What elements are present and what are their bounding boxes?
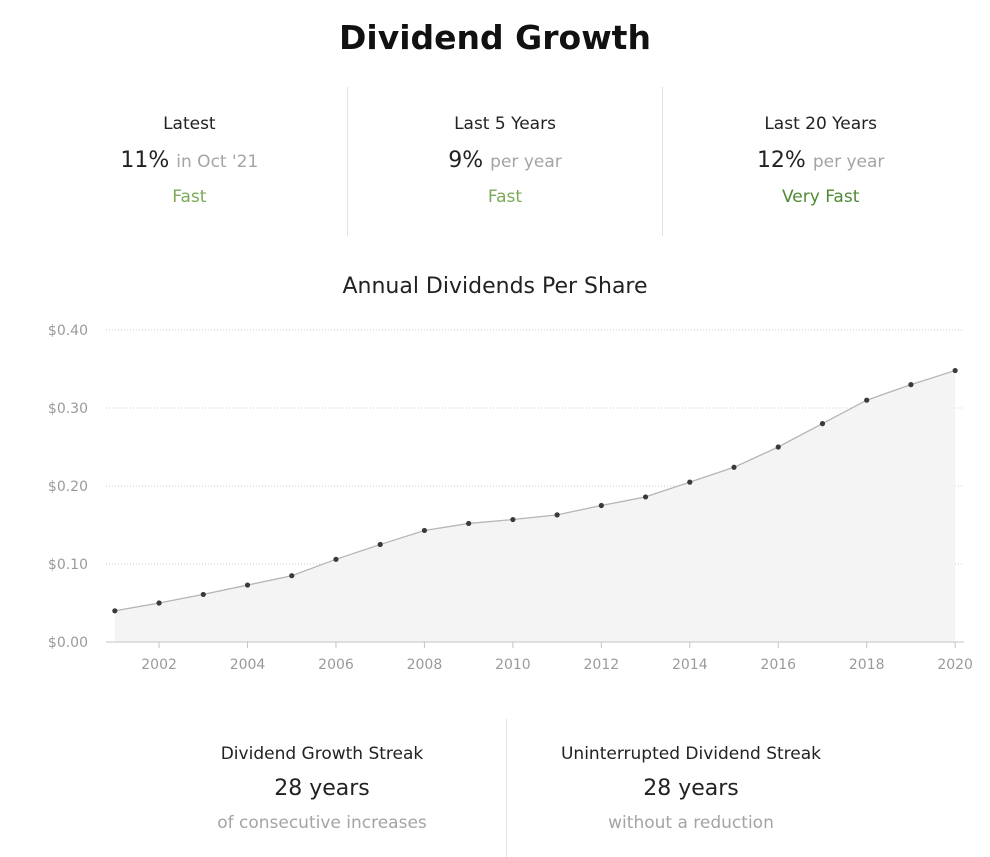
stat-value-row: 12% per year [663,148,978,173]
streak-value: 28 years [274,776,370,801]
stat-suffix: in Oct '21 [176,152,259,172]
streak-label: Dividend Growth Streak [220,744,424,764]
data-point [466,520,472,527]
y-tick-label: $0.00 [48,635,88,651]
stat-label: Latest [163,114,216,134]
data-point [156,600,162,606]
stat-suffix: per year [490,152,562,172]
data-point [554,512,560,518]
x-tick-label: 2002 [141,657,177,673]
stat-rating: Very Fast [781,187,860,207]
stat-suffix: per year [812,152,885,172]
data-point [377,541,383,548]
stat-rating: Fast [172,187,207,207]
x-tick-label: 2020 [937,657,973,673]
stat-label: Last 5 Years [454,114,556,134]
y-tick-label: $0.10 [48,557,88,573]
data-point [864,397,870,403]
stat-last-5-years: Last 5 Years 9% per year Fast [348,87,664,236]
streak-note: without a reduction [608,813,774,833]
data-point [510,516,516,523]
x-tick-label: 2008 [407,657,443,673]
data-point [112,608,118,614]
y-tick-label: $0.40 [48,323,88,339]
data-point [333,556,339,562]
stat-label: Last 20 Years [764,114,878,134]
data-point [952,367,958,374]
data-point [244,582,251,588]
x-tick-label: 2004 [230,657,266,673]
x-tick-label: 2010 [495,657,531,673]
x-tick-label: 2018 [849,657,885,673]
streak-note: of consecutive increases [217,813,427,833]
dividend-streaks: Dividend Growth Streak 28 years of conse… [138,719,875,857]
stat-latest: Latest 11% in Oct '21 Fast [32,87,348,236]
streak-value: 28 years [643,776,739,801]
data-point [642,494,649,500]
uninterrupted-streak: Uninterrupted Dividend Streak 28 years w… [507,719,875,857]
y-tick-label: $0.20 [48,479,88,495]
y-tick-label: $0.30 [48,401,88,417]
x-tick-label: 2012 [584,657,620,673]
x-tick-label: 2006 [318,657,354,673]
chart-title: Annual Dividends Per Share [342,274,648,299]
stat-value-row: 9% per year [348,148,663,173]
stat-value: 9% [448,148,484,173]
data-point [775,444,781,450]
stat-last-20-years: Last 20 Years 12% per year Very Fast [663,87,978,236]
stat-value: 11% [120,148,170,173]
growth-streak: Dividend Growth Streak 28 years of conse… [138,719,507,857]
data-point [687,479,693,485]
data-point [819,421,826,427]
data-point [289,573,295,579]
page-title: Dividend Growth [339,18,651,57]
x-tick-label: 2014 [672,657,708,673]
stat-rating: Fast [487,187,523,207]
stat-value: 12% [756,148,806,173]
data-point [731,464,737,470]
stat-value-row: 11% in Oct '21 [32,148,347,173]
series-line [114,369,956,612]
data-point [200,591,206,598]
dividends-chart: $0.00 $0.10 $0.20 $0.30 $0.40 2002 2004 2006 200… [48,323,973,673]
x-tick-label: 2016 [760,657,796,673]
data-point [421,527,428,534]
growth-stats: Latest 11% in Oct '21 Fast Last 5 Years … [32,87,978,236]
area-fill [114,370,956,642]
streak-label: Uninterrupted Dividend Streak [560,744,821,764]
data-point [598,502,604,509]
data-point [908,382,914,388]
